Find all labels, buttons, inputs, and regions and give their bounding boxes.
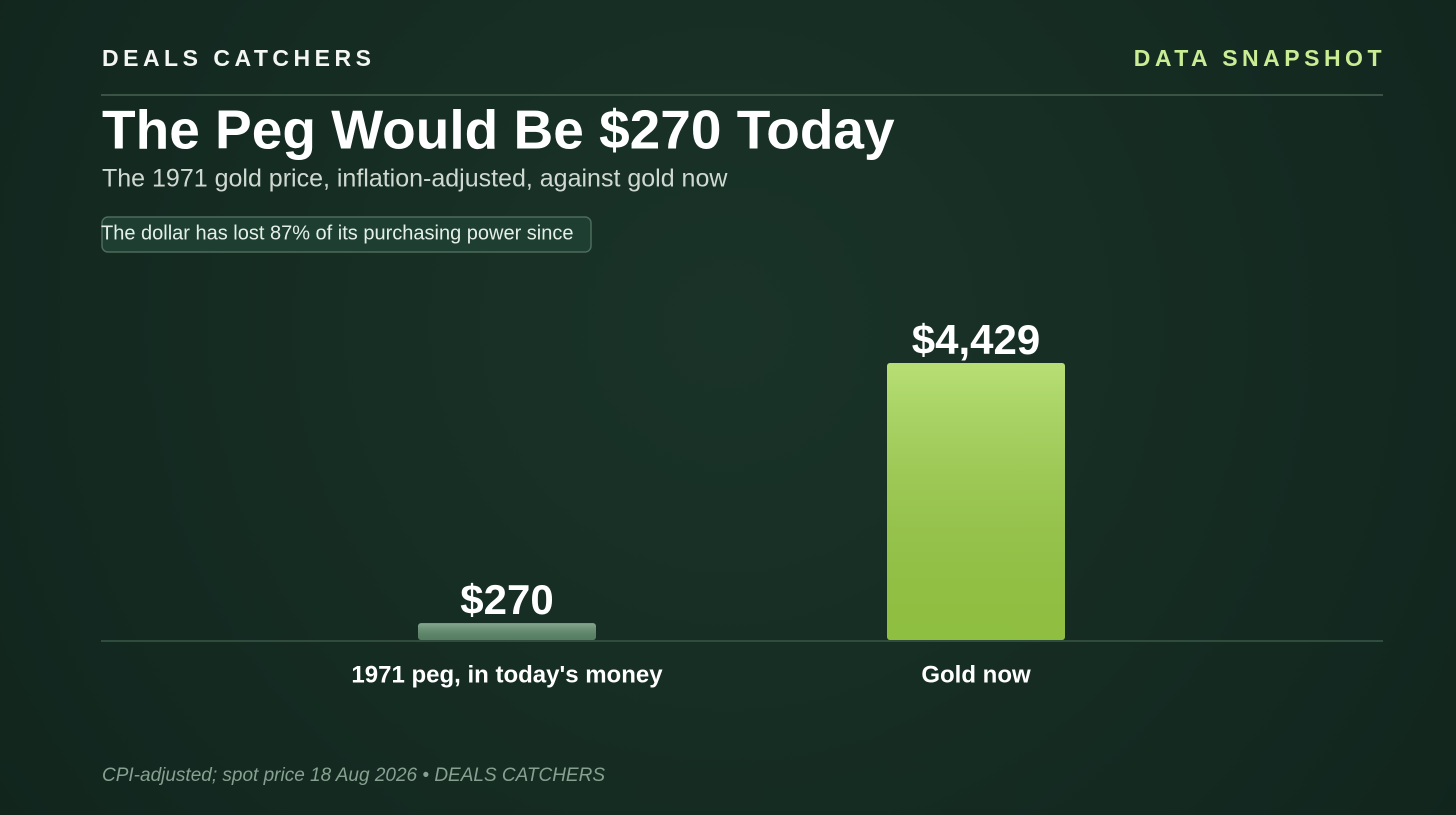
value-label: $270	[460, 576, 553, 623]
brand: DEALS CATCHERS	[102, 45, 375, 71]
annotation-box	[101, 216, 592, 253]
x-tick-label: 1971 peg, in today's money	[351, 661, 663, 688]
chart-subtitle: The 1971 gold price, inflation-adjusted,…	[102, 165, 728, 193]
footer: CPI-adjusted; spot price 18 Aug 2026 • D…	[102, 765, 605, 786]
bar	[418, 623, 596, 640]
x-tick-label: Gold now	[921, 661, 1031, 688]
tag: DATA SNAPSHOT	[1134, 45, 1386, 71]
value-label: $4,429	[912, 316, 1040, 363]
annotation: The dollar has lost 87% of its purchasin…	[101, 222, 573, 244]
bar	[887, 363, 1065, 640]
chart-title: The Peg Would Be $270 Today	[102, 99, 895, 161]
